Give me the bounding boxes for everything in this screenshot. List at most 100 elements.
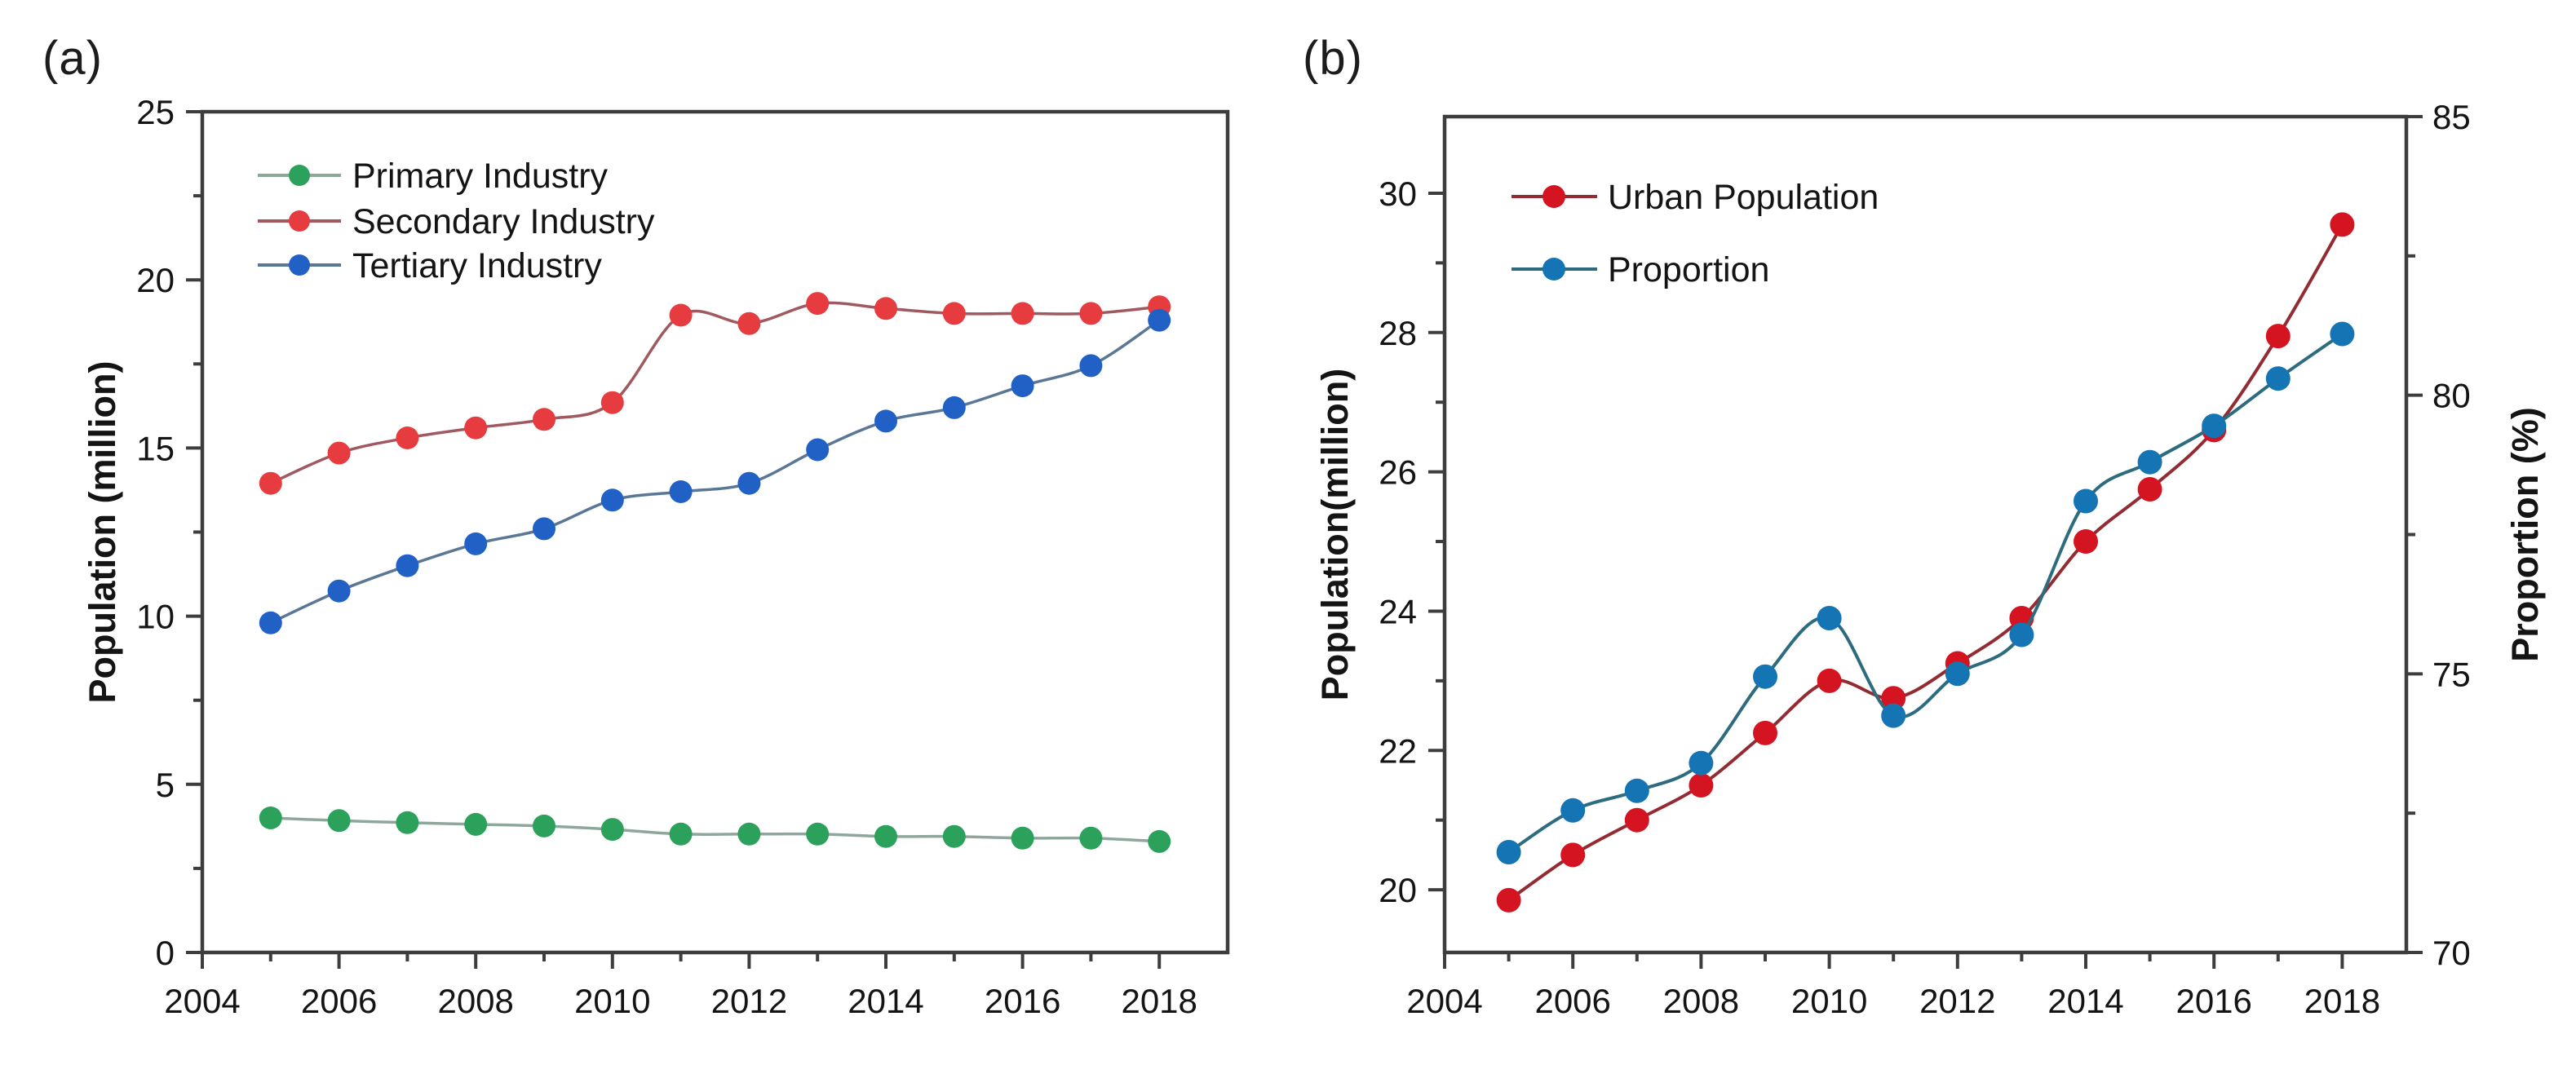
legend-marker-secondary-industry	[289, 210, 310, 232]
data-point-tertiary-industry	[737, 471, 761, 495]
chart-a-svg: 2004 2006 2008 2010 2012 2014 2016 2018 0 5 10 15 20…	[82, 93, 1230, 1020]
legend-label-tertiary-industry: Tertiary Industry	[352, 246, 602, 285]
y-axis-title: Population (million)	[82, 361, 123, 704]
y-axis-tick-label: 24	[1379, 592, 1417, 630]
data-point-secondary-industry	[259, 471, 282, 495]
right-axis-tick-label: 70	[2432, 934, 2471, 972]
data-point-primary-industry	[396, 811, 419, 834]
data-point-primary-industry	[942, 824, 966, 848]
data-point-urban-population	[1560, 842, 1586, 868]
panel-a: (a) 2004 2006 2008 2010 2012 2014 2016 2018 0 5 10…	[42, 32, 1230, 1020]
data-point-urban-population	[1817, 668, 1842, 693]
data-point-tertiary-industry	[874, 409, 897, 433]
panel-b-label: (b)	[1303, 32, 1363, 85]
data-point-tertiary-industry	[464, 532, 488, 555]
data-point-tertiary-industry	[1079, 354, 1103, 378]
x-axis-tick-label: 2004	[1406, 982, 1482, 1020]
data-point-proportion	[2137, 449, 2162, 475]
data-point-urban-population	[2330, 212, 2355, 237]
data-point-proportion	[2330, 321, 2355, 347]
plot-frame	[1442, 114, 2409, 955]
y-axis-tick-label: 15	[136, 429, 175, 467]
legend-label-secondary-industry: Secondary Industry	[352, 202, 655, 241]
series-line-proportion	[1507, 332, 2344, 854]
data-point-secondary-industry	[1011, 302, 1034, 325]
y-axis-tick-label: 26	[1379, 453, 1417, 492]
right-axis-tick-label: 80	[2432, 377, 2471, 415]
data-point-primary-industry	[737, 822, 761, 846]
data-point-secondary-industry	[464, 416, 488, 440]
data-point-tertiary-industry	[259, 611, 282, 634]
y-axis-tick-label: 20	[136, 261, 175, 299]
y-axis-tick-label: 25	[136, 93, 175, 131]
data-point-secondary-industry	[1079, 302, 1103, 325]
panel-b: (b) 2004 2006 2008 2010 2012 2014 2016 2018 20 22…	[1288, 0, 2576, 1065]
y-axis-tick-label: 28	[1379, 314, 1417, 352]
data-point-tertiary-industry	[533, 517, 555, 541]
data-point-urban-population	[1496, 887, 1521, 913]
x-axis-tick-label: 2012	[711, 982, 787, 1020]
data-point-urban-population	[2137, 477, 2162, 502]
x-axis-tick-label: 2006	[301, 982, 377, 1020]
data-point-proportion	[1689, 750, 1714, 776]
data-point-secondary-industry	[600, 391, 624, 414]
x-axis-tick-label: 2018	[2304, 982, 2380, 1020]
y-axis-tick-label: 30	[1379, 175, 1417, 213]
x-axis-tick-label: 2006	[1534, 982, 1610, 1020]
data-point-proportion	[2202, 413, 2227, 439]
right-axis-tick-label: 85	[2432, 98, 2471, 136]
data-point-primary-industry	[327, 809, 351, 833]
data-point-secondary-industry	[737, 312, 761, 335]
data-point-primary-industry	[533, 814, 555, 837]
legend-label-proportion: Proportion	[1608, 250, 1769, 289]
data-point-primary-industry	[874, 824, 897, 848]
data-point-urban-population	[1881, 686, 1906, 711]
data-point-proportion	[2074, 488, 2098, 514]
data-point-secondary-industry	[533, 408, 555, 431]
y-axis-tick-label: 22	[1379, 731, 1417, 770]
x-axis-tick-label: 2014	[2047, 982, 2123, 1020]
y-axis-tick-label: 0	[156, 934, 175, 972]
data-point-secondary-industry	[669, 303, 693, 327]
data-point-proportion	[1624, 778, 1649, 803]
x-axis-tick-label: 2016	[985, 982, 1060, 1020]
x-axis-tick-label: 2008	[1663, 982, 1739, 1020]
data-point-tertiary-industry	[1148, 308, 1171, 332]
data-point-proportion	[1945, 661, 1970, 687]
y-axis-tick-label: 10	[136, 598, 175, 636]
data-point-primary-industry	[259, 806, 282, 829]
data-point-tertiary-industry	[600, 488, 624, 512]
x-axis-tick-label: 2010	[1791, 982, 1867, 1020]
data-point-urban-population	[1624, 807, 1649, 833]
x-axis-tick-label: 2012	[1919, 982, 1995, 1020]
data-point-proportion	[1560, 798, 1586, 823]
x-axis-tick-label: 2016	[2175, 982, 2251, 1020]
legend-marker-proportion	[1543, 258, 1565, 281]
data-point-secondary-industry	[874, 297, 897, 320]
data-point-tertiary-industry	[1011, 374, 1034, 398]
series-line-tertiary-industry	[270, 319, 1161, 625]
data-point-proportion	[2009, 622, 2034, 647]
data-point-primary-industry	[806, 822, 830, 846]
legend-marker-tertiary-industry	[289, 254, 310, 276]
data-point-tertiary-industry	[669, 480, 693, 503]
y-axis-tick-label: 20	[1379, 871, 1417, 909]
legend-label-primary-industry: Primary Industry	[352, 157, 609, 196]
data-point-primary-industry	[669, 822, 693, 846]
data-point-primary-industry	[1011, 826, 1034, 850]
data-point-primary-industry	[600, 818, 624, 842]
right-axis-title: Proportion (%)	[2504, 407, 2546, 661]
data-point-proportion	[1753, 664, 1777, 689]
legend-marker-urban-population	[1543, 185, 1565, 208]
x-axis-tick-label: 2004	[164, 982, 240, 1020]
data-point-primary-industry	[1148, 829, 1171, 853]
data-point-secondary-industry	[396, 426, 419, 449]
data-point-proportion	[2265, 366, 2291, 391]
y-axis-title: Population(million)	[1314, 369, 1356, 700]
data-point-tertiary-industry	[942, 396, 966, 419]
data-point-proportion	[1881, 703, 1906, 728]
data-point-secondary-industry	[806, 292, 830, 316]
x-axis-tick-label: 2014	[848, 982, 923, 1020]
legend-marker-primary-industry	[289, 165, 310, 186]
